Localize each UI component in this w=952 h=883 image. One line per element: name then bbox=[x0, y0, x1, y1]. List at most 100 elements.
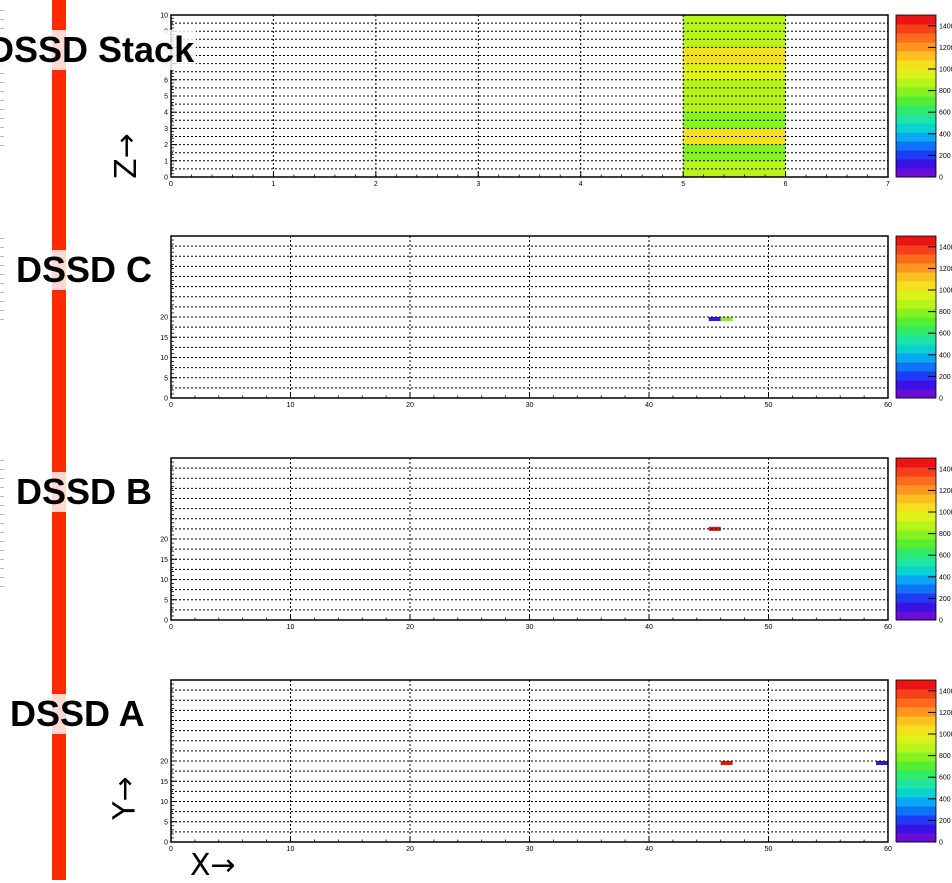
x-tick-label: 5 bbox=[681, 181, 685, 188]
palette-swatch bbox=[896, 593, 936, 603]
y-tick-label: 20 bbox=[160, 315, 168, 322]
z-tick-label: 200 bbox=[939, 153, 951, 160]
y-tick-label: 0 bbox=[164, 175, 168, 182]
palette-swatch bbox=[896, 362, 936, 372]
panel-title-a: DSSD A bbox=[8, 693, 147, 734]
z-tick-label: 800 bbox=[939, 531, 951, 538]
x-tick-label: 0 bbox=[169, 624, 173, 631]
heatmap-cell bbox=[683, 112, 786, 129]
palette-swatch bbox=[896, 602, 936, 612]
z-tick-label: 600 bbox=[939, 110, 951, 117]
y-tick-label: 10 bbox=[160, 799, 168, 806]
palette-swatch bbox=[896, 833, 936, 843]
y-tick-label: 10 bbox=[160, 13, 168, 20]
palette-swatch bbox=[896, 485, 936, 495]
palette-swatch bbox=[896, 503, 936, 513]
z-tick-label: 1000 bbox=[939, 732, 952, 739]
panel-title-c: DSSD C bbox=[14, 249, 155, 290]
y-tick-label: 5 bbox=[164, 597, 168, 604]
z-tick-label: 600 bbox=[939, 775, 951, 782]
heatmap-cell bbox=[876, 761, 888, 766]
x-tick-label: 20 bbox=[406, 402, 414, 409]
palette-swatch bbox=[896, 245, 936, 255]
z-tick-label: 0 bbox=[939, 175, 943, 182]
panel-title-b: DSSD B bbox=[14, 471, 155, 512]
palette-swatch bbox=[896, 698, 936, 708]
x-tick-label: 40 bbox=[645, 846, 653, 853]
palette-swatch bbox=[896, 716, 936, 726]
palette-swatch bbox=[896, 33, 936, 43]
heatmap-cell bbox=[720, 761, 733, 766]
y-tick-label: 15 bbox=[160, 779, 168, 786]
palette-swatch bbox=[896, 611, 936, 621]
z-tick-label: 1200 bbox=[939, 45, 952, 52]
z-tick-label: 1000 bbox=[939, 510, 952, 517]
x-tick-label: 20 bbox=[406, 846, 414, 853]
palette-frame bbox=[895, 235, 937, 399]
x-tick-label: 30 bbox=[526, 846, 534, 853]
palette-swatch bbox=[896, 806, 936, 816]
x-tick-label: 50 bbox=[765, 402, 773, 409]
palette-swatch bbox=[896, 272, 936, 282]
palette-frame bbox=[895, 679, 937, 843]
x-tick-label: 6 bbox=[784, 181, 788, 188]
palette-swatch bbox=[896, 752, 936, 762]
palette-swatch bbox=[896, 87, 936, 97]
palette-swatch bbox=[896, 476, 936, 486]
z-tick-label: 1200 bbox=[939, 710, 952, 717]
z-tick-label: 0 bbox=[939, 840, 943, 847]
x-tick-label: 0 bbox=[169, 846, 173, 853]
palette-swatch bbox=[896, 335, 936, 345]
y-tick-label: 1 bbox=[164, 158, 168, 165]
x-tick-label: 7 bbox=[886, 181, 890, 188]
palette-swatch bbox=[896, 707, 936, 717]
y-tick-label: 6 bbox=[164, 77, 168, 84]
y-tick-label: 10 bbox=[160, 577, 168, 584]
y-tick-label: 15 bbox=[160, 335, 168, 342]
heatmap-panel-3: 0102030405060051015200200400600800100012… bbox=[160, 679, 952, 853]
z-tick-label: 1000 bbox=[939, 288, 952, 295]
palette-frame bbox=[895, 457, 937, 621]
palette-swatch bbox=[896, 263, 936, 273]
palette-swatch bbox=[896, 326, 936, 336]
z-tick-label: 800 bbox=[939, 309, 951, 316]
z-tick-label: 400 bbox=[939, 796, 951, 803]
x-tick-label: 50 bbox=[765, 624, 773, 631]
palette-swatch bbox=[896, 371, 936, 381]
palette-swatch bbox=[896, 743, 936, 753]
z-tick-label: 1200 bbox=[939, 488, 952, 495]
palette-swatch bbox=[896, 105, 936, 115]
y-tick-label: 0 bbox=[164, 840, 168, 847]
z-tick-label: 200 bbox=[939, 818, 951, 825]
palette-swatch bbox=[896, 96, 936, 106]
x-tick-label: 60 bbox=[884, 624, 892, 631]
z-tick-label: 400 bbox=[939, 131, 951, 138]
z-tick-label: 600 bbox=[939, 331, 951, 338]
x-tick-label: 40 bbox=[645, 624, 653, 631]
palette-swatch bbox=[896, 512, 936, 522]
palette-swatch bbox=[896, 389, 936, 399]
z-tick-label: 800 bbox=[939, 88, 951, 95]
red-vertical-bar bbox=[52, 0, 66, 880]
palette-swatch bbox=[896, 123, 936, 133]
palette-swatch bbox=[896, 308, 936, 318]
palette-swatch bbox=[896, 458, 936, 468]
x-tick-label: 10 bbox=[287, 846, 295, 853]
palette-swatch bbox=[896, 788, 936, 798]
palette-swatch bbox=[896, 168, 936, 178]
left-margin-ticks-b bbox=[0, 460, 8, 595]
x-axis-arrow-label: X→ bbox=[190, 848, 236, 883]
palette-swatch bbox=[896, 60, 936, 70]
x-tick-label: 10 bbox=[287, 624, 295, 631]
heatmap-cell bbox=[683, 79, 786, 96]
palette-swatch bbox=[896, 779, 936, 789]
y-tick-label: 0 bbox=[164, 396, 168, 403]
palette-swatch bbox=[896, 42, 936, 52]
palette-swatch bbox=[896, 815, 936, 825]
x-tick-label: 60 bbox=[884, 402, 892, 409]
heatmap-panel-0: 0123456701234567891002004006008001000120… bbox=[160, 13, 952, 189]
panel-title-stack: DSSD Stack bbox=[0, 30, 197, 70]
palette-swatch bbox=[896, 566, 936, 576]
